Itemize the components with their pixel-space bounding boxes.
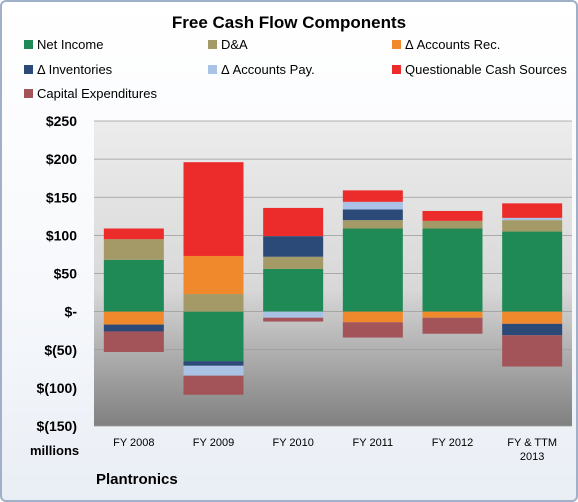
bar-segment <box>422 317 483 334</box>
legend-label: Questionable Cash Sources <box>405 62 567 77</box>
chart-title: Free Cash Flow Components <box>171 13 407 32</box>
bar-segment <box>103 311 164 325</box>
legend-item: Questionable Cash Sources <box>392 62 567 77</box>
legend-swatch <box>208 40 217 49</box>
legend-item: Net Income <box>24 37 103 52</box>
bar-segment <box>342 228 403 312</box>
bar-segment <box>342 220 403 229</box>
legend-swatch <box>24 65 33 74</box>
bar-segment <box>183 311 244 362</box>
bar-segment <box>502 231 563 312</box>
bar-segment <box>103 331 164 353</box>
bar-segment <box>342 322 403 338</box>
gridlines <box>94 120 572 427</box>
bar-segment <box>263 317 324 322</box>
bar-segment <box>183 255 244 295</box>
legend-swatch <box>208 65 217 74</box>
x-tick-label: FY & TTM <box>507 437 557 449</box>
y-tick-labels: $250 $200 $150 $100 $50 $- $(50) $(100) $(150) <box>37 113 78 434</box>
legend-label: D&A <box>221 37 248 52</box>
y-tick-label: $- <box>65 304 78 320</box>
bar-segment <box>263 311 324 318</box>
bar-segment <box>342 311 403 323</box>
legend-label: Capital Expenditures <box>37 86 157 101</box>
x-tick-label: FY 2009 <box>193 437 234 449</box>
x-tick-labels: FY 2008 FY 2009 FY 2010 FY 2011 FY 2012 FY & … <box>113 437 557 463</box>
bar-segment <box>103 239 164 260</box>
bar-segment <box>263 236 324 257</box>
bar-segment <box>422 210 483 221</box>
legend-swatch <box>24 89 33 98</box>
x-tick-label: 2013 <box>520 451 544 463</box>
y-tick-label: $250 <box>46 113 77 129</box>
y-tick-label: $200 <box>46 151 77 167</box>
legend-item: Capital Expenditures <box>24 86 157 101</box>
bar-segment <box>183 294 244 312</box>
y-tick-label: $(150) <box>37 418 77 434</box>
bar-segment <box>502 335 563 367</box>
x-tick-label: FY 2010 <box>272 437 313 449</box>
y-tick-label: $(100) <box>37 380 77 396</box>
bar-segment <box>263 268 324 312</box>
bar-segment <box>183 375 244 395</box>
legend-item: Δ Inventories <box>24 62 112 77</box>
unit-label: millions <box>30 443 80 458</box>
bar-segment <box>342 209 403 221</box>
bar-segment <box>342 201 403 210</box>
bar-segment <box>103 324 164 332</box>
bar-segment <box>502 311 563 324</box>
y-tick-label: $50 <box>54 266 78 282</box>
legend-label: Δ Inventories <box>37 62 113 77</box>
bar-segment <box>342 190 403 202</box>
x-tick-label: FY 2012 <box>432 437 473 449</box>
bar-segment <box>263 256 324 269</box>
bar-segment <box>183 365 244 376</box>
x-tick-label: FY 2011 <box>353 437 394 449</box>
y-tick-label: $(50) <box>44 342 77 358</box>
bar-segment <box>183 162 244 256</box>
legend-item: Δ Accounts Pay. <box>208 62 315 77</box>
bar-segment <box>502 323 563 336</box>
legend-swatch <box>24 40 33 49</box>
bar-segment <box>422 220 483 229</box>
legend-item: D&A <box>208 37 248 52</box>
legend-label: Δ Accounts Rec. <box>405 37 501 52</box>
legend-swatch <box>392 65 401 74</box>
bar-segment <box>422 311 483 318</box>
brand-label: Plantronics <box>96 471 178 488</box>
legend-label: Δ Accounts Pay. <box>221 62 315 77</box>
bar-segment <box>502 217 563 221</box>
bars <box>103 162 563 395</box>
bar-segment <box>263 207 324 237</box>
bar-segment <box>103 228 164 240</box>
x-tick-label: FY 2008 <box>113 437 154 449</box>
legend-label: Net Income <box>37 37 104 52</box>
bar-segment <box>183 361 244 366</box>
bar-segment <box>422 228 483 312</box>
y-tick-label: $150 <box>46 189 77 205</box>
bar-segment <box>502 220 563 232</box>
bar-segment <box>502 203 563 218</box>
legend-item: Δ Accounts Rec. <box>392 37 500 52</box>
legend-swatch <box>392 40 401 49</box>
bar-segment <box>103 259 164 312</box>
y-tick-label: $100 <box>46 227 77 243</box>
